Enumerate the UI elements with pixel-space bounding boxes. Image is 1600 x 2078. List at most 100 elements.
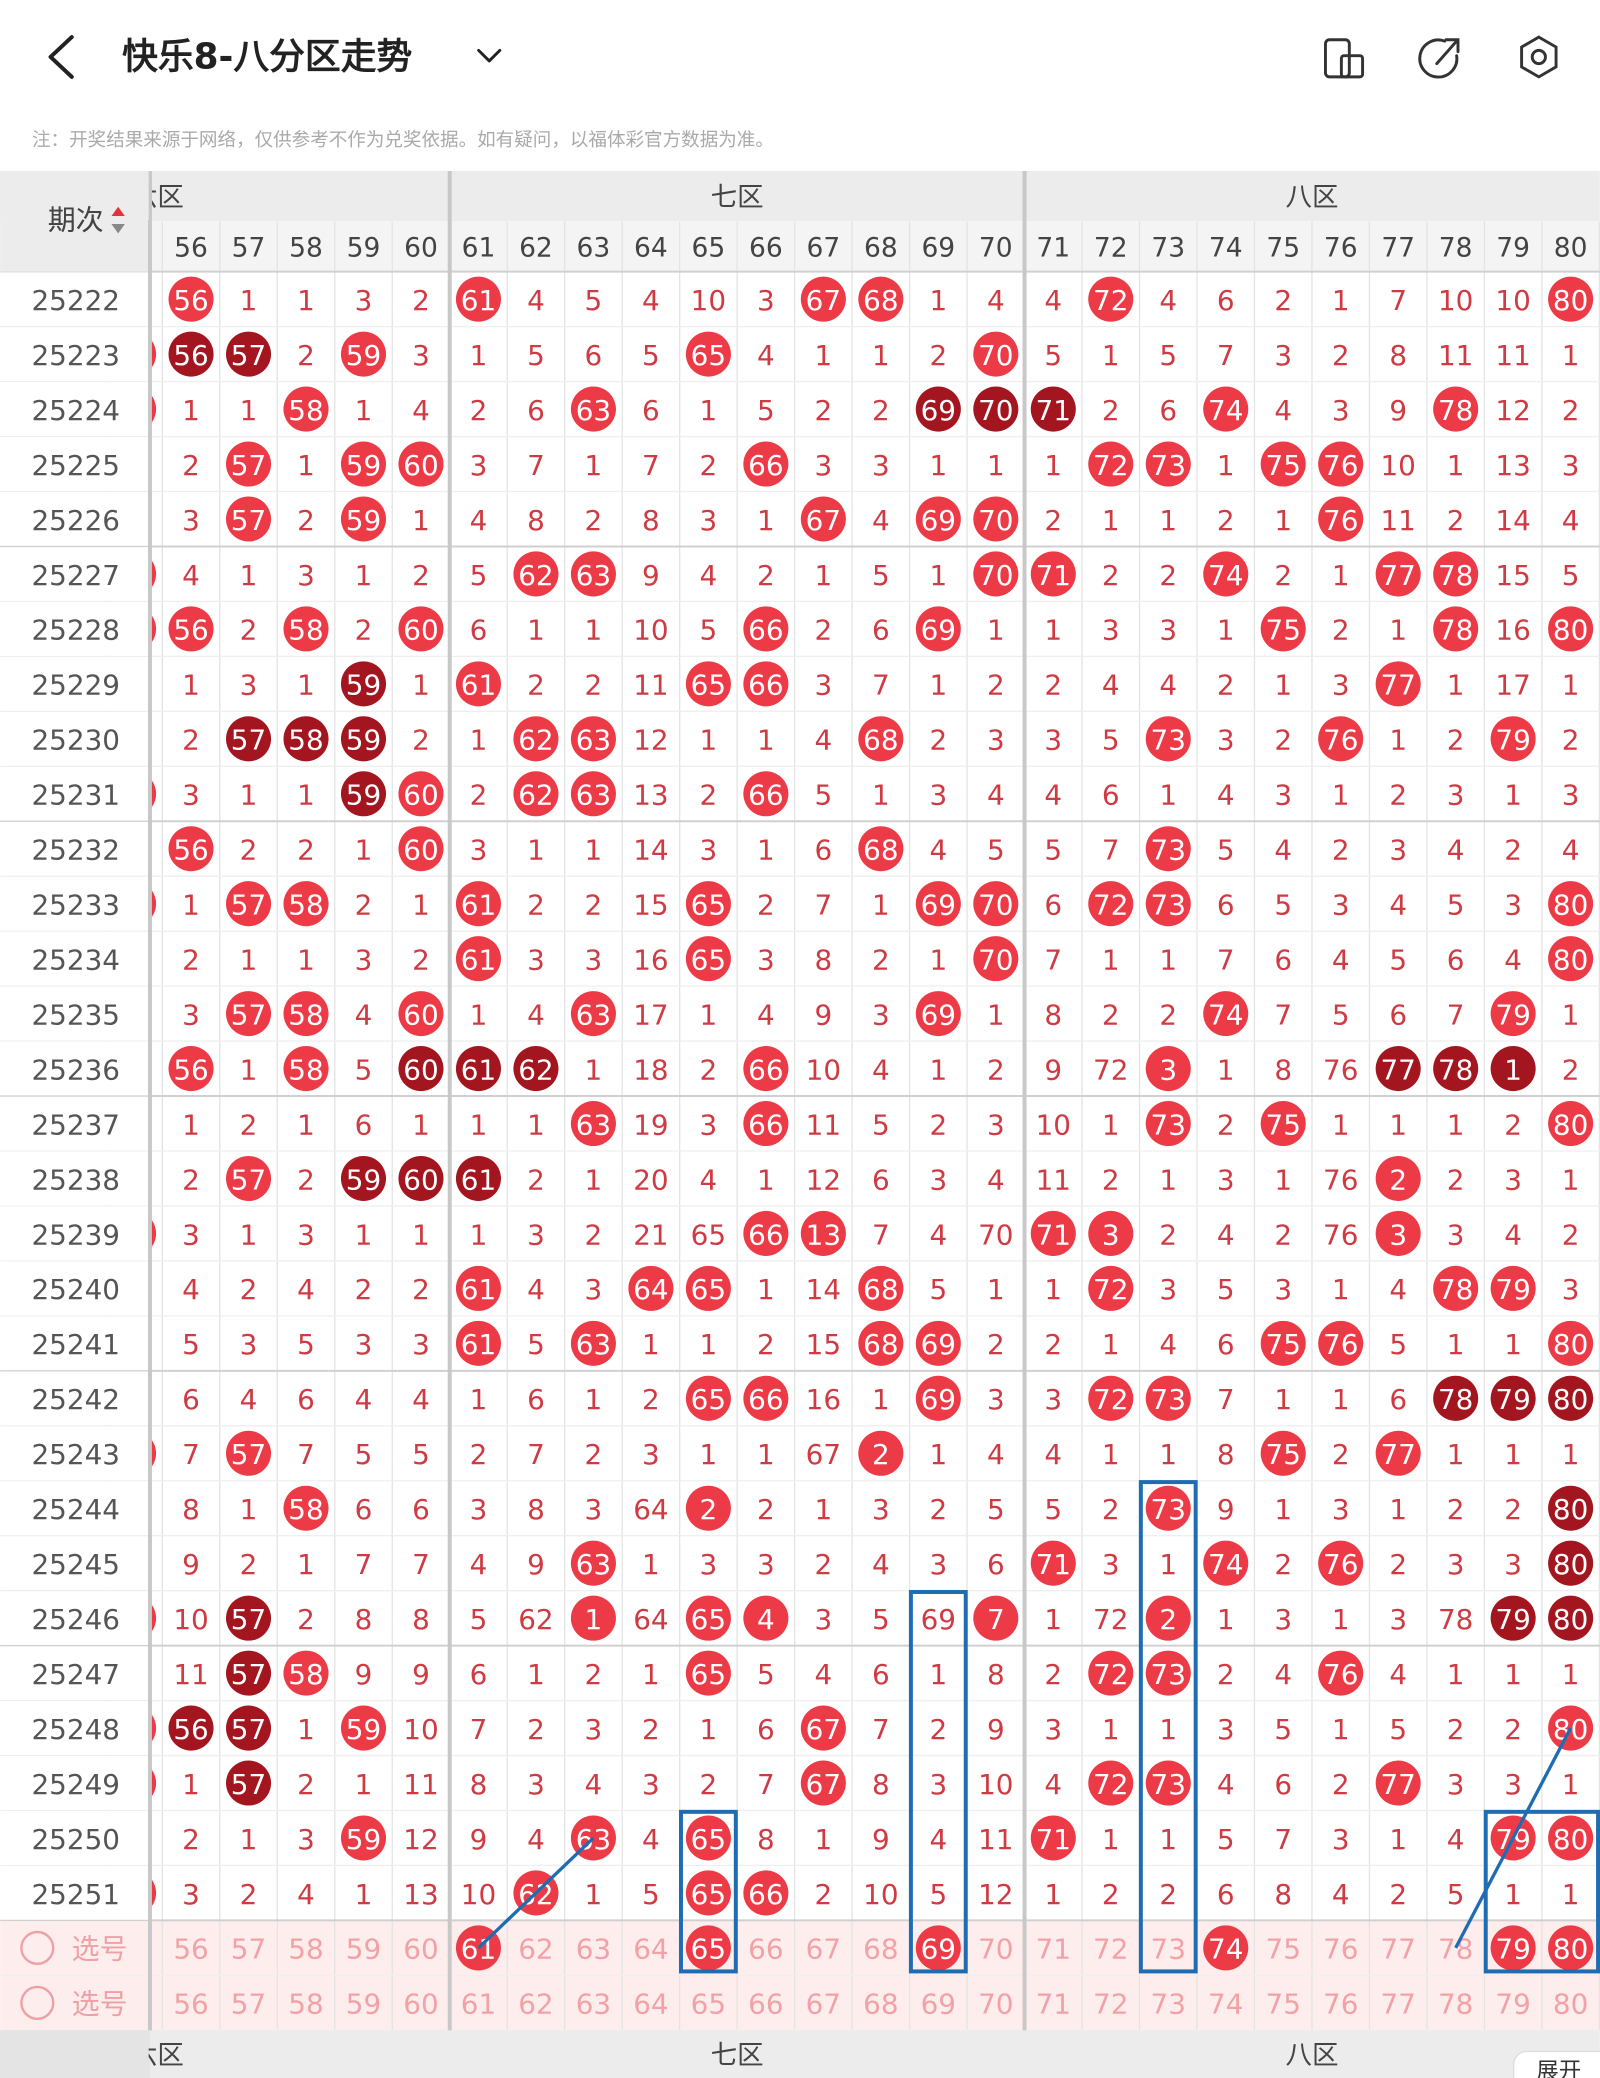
pick-number[interactable]: 65 xyxy=(691,1988,726,2021)
hit-number: 74 xyxy=(1208,1548,1243,1581)
miss-count: 4 xyxy=(412,1383,430,1416)
pick-number[interactable]: 58 xyxy=(288,1933,323,1966)
picked-number[interactable]: 69 xyxy=(921,1933,956,1966)
miss-count: 6 xyxy=(1389,1383,1407,1416)
miss-count: 1 xyxy=(1562,998,1580,1031)
miss-count: 2 xyxy=(470,394,488,427)
pick-number[interactable]: 75 xyxy=(1266,1988,1301,2021)
miss-count: 2 xyxy=(1504,1713,1522,1746)
settings-icon[interactable] xyxy=(1520,35,1558,79)
column-header: 64 xyxy=(634,232,668,263)
pick-number[interactable]: 66 xyxy=(748,1933,783,1966)
pick-number[interactable]: 63 xyxy=(576,1933,611,1966)
picked-number[interactable]: 74 xyxy=(1208,1933,1243,1966)
pick-number[interactable]: 75 xyxy=(1266,1933,1301,1966)
number-ball xyxy=(1548,1595,1594,1641)
pick-number[interactable]: 71 xyxy=(1036,1988,1071,2021)
expand-button[interactable] xyxy=(1512,2050,1600,2078)
number-ball xyxy=(1548,1485,1594,1531)
pick-number[interactable]: 73 xyxy=(1151,1933,1186,1966)
miss-count: 8 xyxy=(814,943,832,976)
pick-number[interactable]: 56 xyxy=(173,1988,208,2021)
pick-number[interactable]: 67 xyxy=(806,1933,841,1966)
pick-number[interactable]: 70 xyxy=(978,1933,1013,1966)
miss-count: 7 xyxy=(1217,943,1235,976)
pick-number[interactable]: 68 xyxy=(863,1988,898,2021)
pick-number[interactable]: 58 xyxy=(288,1988,323,2021)
pick-number[interactable]: 78 xyxy=(1438,1933,1473,1966)
sort-icon[interactable] xyxy=(111,206,125,217)
number-ball xyxy=(1548,606,1594,652)
miss-count: 3 xyxy=(297,1218,315,1251)
screen-icon[interactable] xyxy=(1324,38,1365,79)
pick-number[interactable]: 64 xyxy=(633,1988,668,2021)
pick-number[interactable]: 67 xyxy=(806,1988,841,2021)
hit-number: 57 xyxy=(231,724,266,757)
number-ball xyxy=(1030,1210,1076,1256)
pick-number[interactable]: 56 xyxy=(173,1933,208,1966)
pick-number[interactable]: 77 xyxy=(1380,1933,1415,1966)
pick-number[interactable]: 60 xyxy=(403,1988,438,2021)
pick-number[interactable]: 66 xyxy=(748,1988,783,2021)
miss-count: 76 xyxy=(1323,1218,1358,1251)
expand-label[interactable]: 展开 xyxy=(1536,2058,1581,2078)
miss-count: 7 xyxy=(1102,834,1120,867)
pick-number[interactable]: 60 xyxy=(403,1933,438,1966)
miss-count: 3 xyxy=(1102,614,1120,647)
pick-number[interactable]: 70 xyxy=(978,1988,1013,2021)
pick-checkbox[interactable] xyxy=(20,1985,55,2020)
pick-number[interactable]: 71 xyxy=(1036,1933,1071,1966)
period-cell-bg xyxy=(0,1536,150,1591)
hit-number: 63 xyxy=(576,559,611,592)
miss-count: 3 xyxy=(1447,1548,1465,1581)
pick-number[interactable]: 68 xyxy=(863,1933,898,1966)
miss-count: 9 xyxy=(182,1548,200,1581)
row-bg xyxy=(0,1205,1600,1261)
miss-count: 1 xyxy=(527,1658,545,1691)
pick-number[interactable]: 72 xyxy=(1093,1988,1128,2021)
miss-count: 9 xyxy=(1389,394,1407,427)
picked-number[interactable]: 79 xyxy=(1495,1933,1530,1966)
hit-number: 63 xyxy=(576,1328,611,1361)
sort-icon[interactable] xyxy=(111,223,125,234)
pick-number[interactable]: 62 xyxy=(518,1933,553,1966)
miss-count: 2 xyxy=(1332,1768,1350,1801)
pick-number[interactable]: 74 xyxy=(1208,1988,1243,2021)
miss-count: 5 xyxy=(1044,339,1062,372)
picked-number[interactable]: 80 xyxy=(1553,1933,1588,1966)
pick-number[interactable]: 77 xyxy=(1380,1988,1415,2021)
miss-count: 6 xyxy=(527,394,545,427)
back-button[interactable] xyxy=(48,35,74,79)
hit-number: 80 xyxy=(1553,1328,1588,1361)
miss-count: 10 xyxy=(1495,284,1530,317)
pick-number[interactable]: 63 xyxy=(576,1988,611,2021)
miss-count: 12 xyxy=(806,1163,841,1196)
pick-number[interactable]: 57 xyxy=(231,1933,266,1966)
hit-number: 78 xyxy=(1438,559,1473,592)
pick-number[interactable]: 73 xyxy=(1151,1988,1186,2021)
pick-number[interactable]: 76 xyxy=(1323,1933,1358,1966)
pick-number[interactable]: 62 xyxy=(518,1988,553,2021)
pick-number[interactable]: 61 xyxy=(461,1988,496,2021)
pick-number[interactable]: 80 xyxy=(1553,1988,1588,2021)
miss-count: 1 xyxy=(987,1273,1005,1306)
footer-bg xyxy=(0,2030,1600,2078)
title-dropdown[interactable] xyxy=(477,48,502,63)
pick-number[interactable]: 72 xyxy=(1093,1933,1128,1966)
miss-count: 1 xyxy=(470,1218,488,1251)
miss-count: 5 xyxy=(1389,943,1407,976)
pick-number[interactable]: 59 xyxy=(346,1933,381,1966)
pick-number[interactable]: 69 xyxy=(921,1988,956,2021)
pick-number[interactable]: 57 xyxy=(231,1988,266,2021)
picked-number[interactable]: 65 xyxy=(691,1933,726,1966)
pick-number[interactable]: 59 xyxy=(346,1988,381,2021)
miss-count: 3 xyxy=(527,1768,545,1801)
pick-number[interactable]: 79 xyxy=(1495,1988,1530,2021)
pick-number[interactable]: 76 xyxy=(1323,1988,1358,2021)
hit-number: 63 xyxy=(576,779,611,812)
share-icon[interactable] xyxy=(1418,38,1460,79)
pick-checkbox[interactable] xyxy=(20,1930,55,1966)
miss-count: 3 xyxy=(182,779,200,812)
pick-number[interactable]: 64 xyxy=(633,1933,668,1966)
pick-number[interactable]: 78 xyxy=(1438,1988,1473,2021)
